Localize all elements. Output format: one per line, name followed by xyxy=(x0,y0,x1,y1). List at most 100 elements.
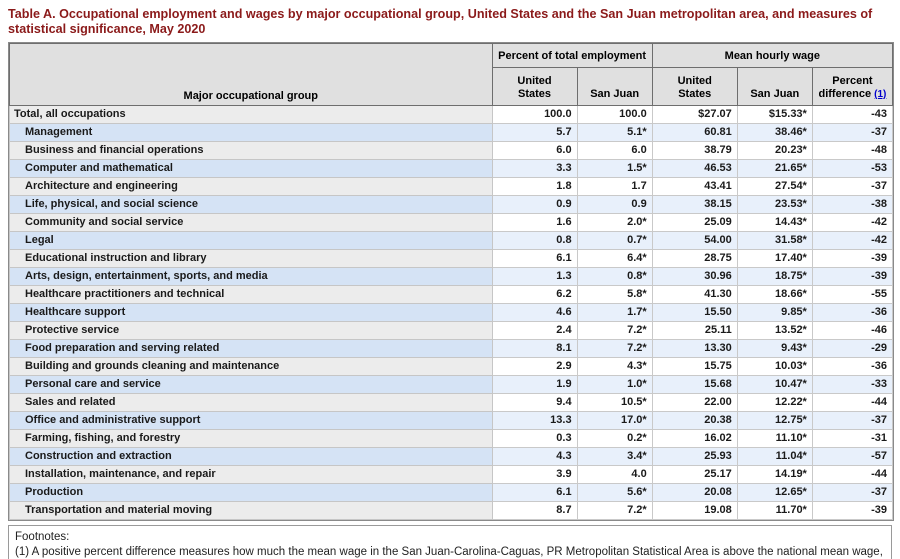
table-row: Total, all occupations 100.0 100.0 $27.07 $1… xyxy=(9,105,894,124)
data-cell: 16.02 xyxy=(651,429,738,448)
data-cell: 12.65* xyxy=(736,483,813,502)
row-label: Legal xyxy=(9,231,493,250)
data-cell: -57 xyxy=(811,447,894,466)
data-cell: -44 xyxy=(811,393,894,412)
group-header-mean-hourly-wage: Mean hourly wage xyxy=(651,43,894,68)
row-label: Personal care and service xyxy=(9,375,493,394)
data-cell: 6.2 xyxy=(491,285,578,304)
data-cell: 13.52* xyxy=(736,321,813,340)
data-cell: 38.79 xyxy=(651,141,738,160)
data-cell: 9.4 xyxy=(491,393,578,412)
row-label: Construction and extraction xyxy=(9,447,493,466)
table-row: Office and administrative support 13.3 17.… xyxy=(9,411,894,430)
data-cell: 2.4 xyxy=(491,321,578,340)
data-cell: 18.75* xyxy=(736,267,813,286)
data-cell: $15.33* xyxy=(736,105,813,124)
footnotes-box: Footnotes: (1) A positive percent differ… xyxy=(8,525,892,559)
data-cell: 18.66* xyxy=(736,285,813,304)
data-cell: 3.4* xyxy=(576,447,653,466)
data-cell: -38 xyxy=(811,195,894,214)
row-label: Computer and mathematical xyxy=(9,159,493,178)
data-cell: 13.3 xyxy=(491,411,578,430)
data-cell: 60.81 xyxy=(651,123,738,142)
data-cell: 100.0 xyxy=(491,105,578,124)
data-cell: -37 xyxy=(811,483,894,502)
footnote-1-link[interactable]: (1) xyxy=(874,89,887,100)
data-cell: -43 xyxy=(811,105,894,124)
row-label: Farming, fishing, and forestry xyxy=(9,429,493,448)
table-row: Healthcare support 4.6 1.7* 15.50 9.85* -36 xyxy=(9,303,894,322)
data-cell: 19.08 xyxy=(651,501,738,520)
row-label: Architecture and engineering xyxy=(9,177,493,196)
data-cell: 5.7 xyxy=(491,123,578,142)
table-row: Construction and extraction 4.3 3.4* 25.93 1… xyxy=(9,447,894,466)
data-cell: 25.09 xyxy=(651,213,738,232)
data-cell: -31 xyxy=(811,429,894,448)
column-header-us-wage: United States xyxy=(651,67,738,106)
row-label: Life, physical, and social science xyxy=(9,195,493,214)
data-cell: 20.38 xyxy=(651,411,738,430)
data-cell: -48 xyxy=(811,141,894,160)
row-label: Educational instruction and library xyxy=(9,249,493,268)
data-cell: 38.46* xyxy=(736,123,813,142)
row-label: Healthcare support xyxy=(9,303,493,322)
data-cell: 54.00 xyxy=(651,231,738,250)
data-cell: -39 xyxy=(811,267,894,286)
row-label: Building and grounds cleaning and mainte… xyxy=(9,357,493,376)
data-cell: 12.75* xyxy=(736,411,813,430)
data-cell: 0.9 xyxy=(576,195,653,214)
data-cell: 11.10* xyxy=(736,429,813,448)
table-row: Architecture and engineering 1.8 1.7 43.41 2… xyxy=(9,177,894,196)
data-cell: -29 xyxy=(811,339,894,358)
data-cell: 30.96 xyxy=(651,267,738,286)
table-header: Major occupational group Percent of tota… xyxy=(9,43,894,106)
page-title: Table A. Occupational employment and wag… xyxy=(8,7,873,36)
data-cell: 5.1* xyxy=(576,123,653,142)
data-cell: 7.2* xyxy=(576,339,653,358)
row-label: Production xyxy=(9,483,493,502)
data-cell: 21.65* xyxy=(736,159,813,178)
data-cell: 5.6* xyxy=(576,483,653,502)
data-cell: 10.03* xyxy=(736,357,813,376)
data-cell: 6.4* xyxy=(576,249,653,268)
row-label: Sales and related xyxy=(9,393,493,412)
data-cell: 10.47* xyxy=(736,375,813,394)
data-cell: 15.75 xyxy=(651,357,738,376)
data-cell: 13.30 xyxy=(651,339,738,358)
data-cell: 15.68 xyxy=(651,375,738,394)
data-cell: -42 xyxy=(811,213,894,232)
data-cell: -42 xyxy=(811,231,894,250)
data-cell: 7.2* xyxy=(576,321,653,340)
data-cell: $27.07 xyxy=(651,105,738,124)
table-row: Production 6.1 5.6* 20.08 12.65* -37 xyxy=(9,483,894,502)
data-cell: 43.41 xyxy=(651,177,738,196)
data-cell: 3.3 xyxy=(491,159,578,178)
data-cell: -46 xyxy=(811,321,894,340)
table-row: Life, physical, and social science 0.9 0.9… xyxy=(9,195,894,214)
data-cell: 31.58* xyxy=(736,231,813,250)
table-row: Community and social service 1.6 2.0* 25.09… xyxy=(9,213,894,232)
data-cell: 27.54* xyxy=(736,177,813,196)
data-cell: 1.8 xyxy=(491,177,578,196)
data-cell: 0.8* xyxy=(576,267,653,286)
table-row: Educational instruction and library 6.1 6.… xyxy=(9,249,894,268)
data-cell: 46.53 xyxy=(651,159,738,178)
data-cell: 0.8 xyxy=(491,231,578,250)
row-label: Installation, maintenance, and repair xyxy=(9,465,493,484)
data-cell: 14.19* xyxy=(736,465,813,484)
row-label: Transportation and material moving xyxy=(9,501,493,520)
table-row: Transportation and material moving 8.7 7.2… xyxy=(9,501,894,520)
data-cell: 11.70* xyxy=(736,501,813,520)
column-header-occupational-group: Major occupational group xyxy=(9,43,493,106)
data-cell: 41.30 xyxy=(651,285,738,304)
data-cell: 1.7 xyxy=(576,177,653,196)
data-cell: 0.2* xyxy=(576,429,653,448)
data-cell: 4.3* xyxy=(576,357,653,376)
table-row: Sales and related 9.4 10.5* 22.00 12.22* -44 xyxy=(9,393,894,412)
data-cell: -36 xyxy=(811,357,894,376)
data-cell: 25.17 xyxy=(651,465,738,484)
column-header-us-employment: United States xyxy=(491,67,578,106)
table-container: Major occupational group Percent of tota… xyxy=(8,42,894,521)
data-cell: 12.22* xyxy=(736,393,813,412)
